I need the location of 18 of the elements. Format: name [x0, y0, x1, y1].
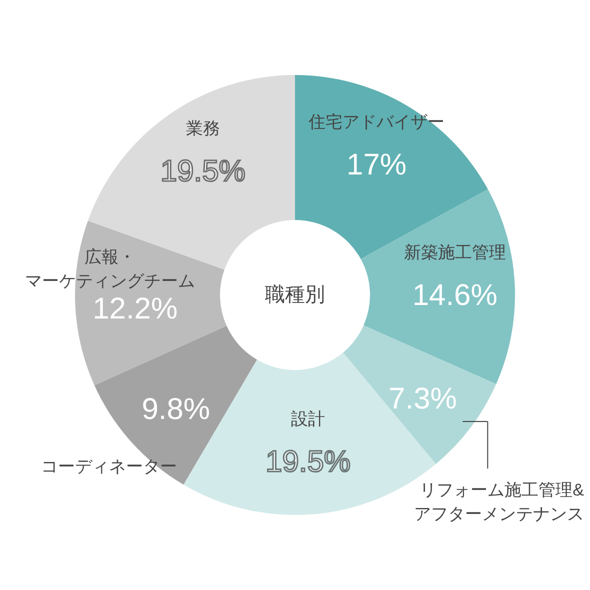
- data-label: 7.3%: [388, 382, 457, 416]
- slice-label: 広報・マーケティングチーム: [25, 247, 196, 290]
- data-label: 19.5%: [160, 155, 246, 188]
- donut-slice: [75, 220, 227, 386]
- data-label: 19.5%: [266, 445, 351, 478]
- text: 職種別: [265, 284, 325, 306]
- data-label: 17%: [346, 148, 407, 182]
- slice-label: リフォーム施工管理&アフターメンテナンス: [414, 480, 585, 524]
- slice-label: 新築施工管理: [404, 243, 506, 262]
- slice-label: 業務: [186, 119, 220, 138]
- slice-label: 設計: [291, 409, 326, 428]
- slice-label: 住宅アドバイザー: [308, 112, 445, 132]
- data-label: 14.6%: [412, 279, 498, 312]
- donut-slice: [295, 75, 488, 259]
- data-label: 9.8%: [142, 392, 210, 426]
- donut-slice: [360, 189, 515, 384]
- slice-label: コーディネーター: [40, 456, 177, 476]
- data-label: 12.2%: [92, 292, 178, 326]
